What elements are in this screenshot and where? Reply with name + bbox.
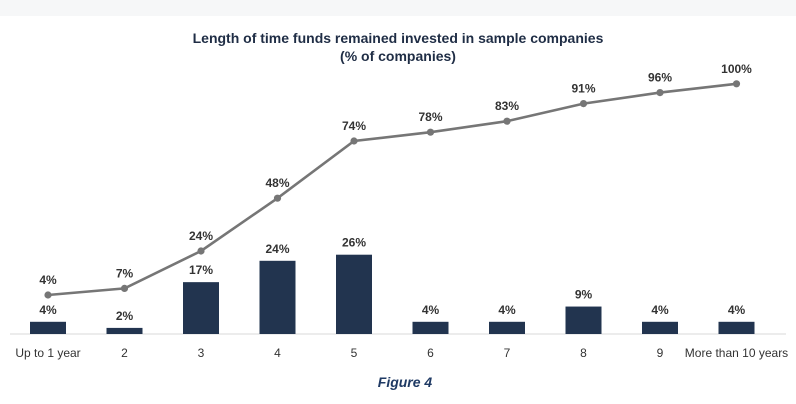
x-tick-label-10: More than 10 years — [685, 346, 788, 360]
bar-label-1: 4% — [39, 303, 57, 317]
bar-9 — [642, 321, 678, 334]
bar-label-6: 4% — [422, 303, 440, 317]
line-label-6: 78% — [418, 110, 442, 124]
top-band — [0, 0, 796, 16]
x-tick-label-5: 5 — [351, 346, 358, 360]
bar-5 — [336, 254, 372, 334]
line-point-10 — [732, 80, 741, 88]
x-tick-label-7: 7 — [504, 346, 511, 360]
line-label-8: 91% — [571, 82, 595, 96]
x-tick-label-4: 4 — [274, 346, 281, 360]
line-point-6 — [426, 128, 435, 136]
x-tick-label-6: 6 — [427, 346, 434, 360]
line-point-1 — [44, 291, 52, 299]
line-point-2 — [120, 284, 129, 292]
bar-label-5: 26% — [342, 236, 366, 250]
line-point-9 — [656, 89, 664, 97]
x-tick-label-8: 8 — [580, 346, 587, 360]
line-point-5 — [350, 137, 358, 145]
bar-4 — [259, 260, 296, 334]
line-point-7 — [503, 117, 511, 125]
x-tick-label-9: 9 — [657, 346, 664, 360]
bar-label-7: 4% — [498, 303, 516, 317]
figure-caption: Figure 4 — [377, 374, 433, 390]
bar-label-3: 17% — [189, 263, 213, 277]
line-label-9: 96% — [648, 71, 672, 85]
line-label-5: 74% — [342, 119, 366, 133]
bar-7 — [489, 321, 525, 334]
line-label-2: 7% — [116, 266, 134, 280]
bar-label-4: 24% — [265, 242, 289, 256]
chart-title: Length of time funds remained invested i… — [192, 30, 604, 46]
line-point-3 — [197, 247, 205, 255]
line-point-8 — [579, 100, 588, 108]
line-label-1: 4% — [39, 273, 57, 287]
x-tick-label-1: Up to 1 year — [15, 346, 80, 360]
line-label-3: 24% — [189, 229, 213, 243]
bar-6 — [412, 321, 449, 334]
bar-1 — [30, 321, 66, 334]
bar-8 — [565, 306, 602, 334]
line-point-4 — [273, 194, 282, 202]
bar-2 — [106, 327, 143, 334]
line-label-10: 100% — [721, 62, 752, 76]
line-label-7: 83% — [495, 99, 519, 113]
cumulative-line — [47, 82, 737, 297]
bar-label-10: 4% — [728, 303, 746, 317]
chart-subtitle: (% of companies) — [340, 48, 456, 64]
x-tick-label-3: 3 — [198, 346, 205, 360]
chart-area: 4% 2% 17% 24% 26% 4% 4% 9% 4% 4% 4% 7% 24% 48% 74% 78%… — [10, 62, 788, 360]
bar-label-2: 2% — [116, 309, 134, 323]
bar-3 — [183, 282, 219, 334]
x-tick-label-2: 2 — [121, 346, 128, 360]
bar-label-9: 4% — [651, 303, 669, 317]
line-label-4: 48% — [265, 176, 289, 190]
bar-10 — [718, 321, 755, 334]
bar-label-8: 9% — [575, 288, 593, 302]
